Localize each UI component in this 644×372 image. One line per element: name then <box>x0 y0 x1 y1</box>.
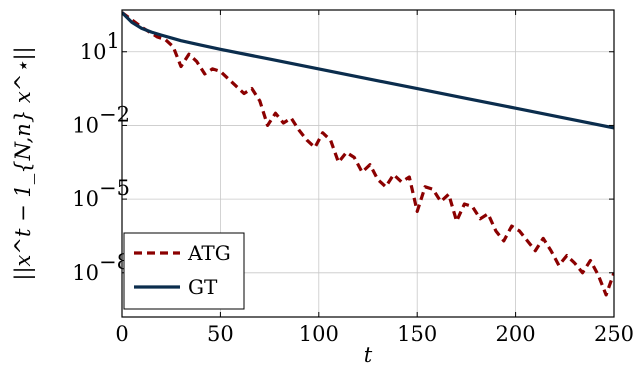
x-axis-label: t <box>364 343 373 367</box>
y-tick-exponent: 1 <box>107 29 120 53</box>
x-tick-label: 0 <box>115 322 128 346</box>
y-axis-label: ||x^t − 1_{N,n} x^⋆|| <box>11 46 36 280</box>
x-tick-label: 250 <box>594 322 634 346</box>
y-tick-exponent: −2 <box>99 102 130 126</box>
y-tick-exponent: −5 <box>99 176 130 200</box>
y-tick-label: 10 <box>72 113 99 137</box>
x-tick-label: 50 <box>207 322 234 346</box>
x-tick-label: 200 <box>496 322 536 346</box>
x-tick-label: 100 <box>299 322 339 346</box>
plot-area <box>122 11 614 297</box>
y-tick-label: 10 <box>72 261 99 285</box>
legend: ATG GT <box>123 232 245 310</box>
legend-label-atg: ATG <box>187 241 231 265</box>
legend-box <box>123 232 245 310</box>
series-line-gt <box>122 11 614 130</box>
y-tick-label: 10 <box>80 40 107 64</box>
legend-label-gt: GT <box>188 275 218 299</box>
x-tick-label: 150 <box>397 322 437 346</box>
axis-ticks <box>121 10 615 317</box>
y-tick-label: 10 <box>72 187 99 211</box>
plot-frame <box>121 9 615 318</box>
series-line-atg <box>122 11 614 297</box>
